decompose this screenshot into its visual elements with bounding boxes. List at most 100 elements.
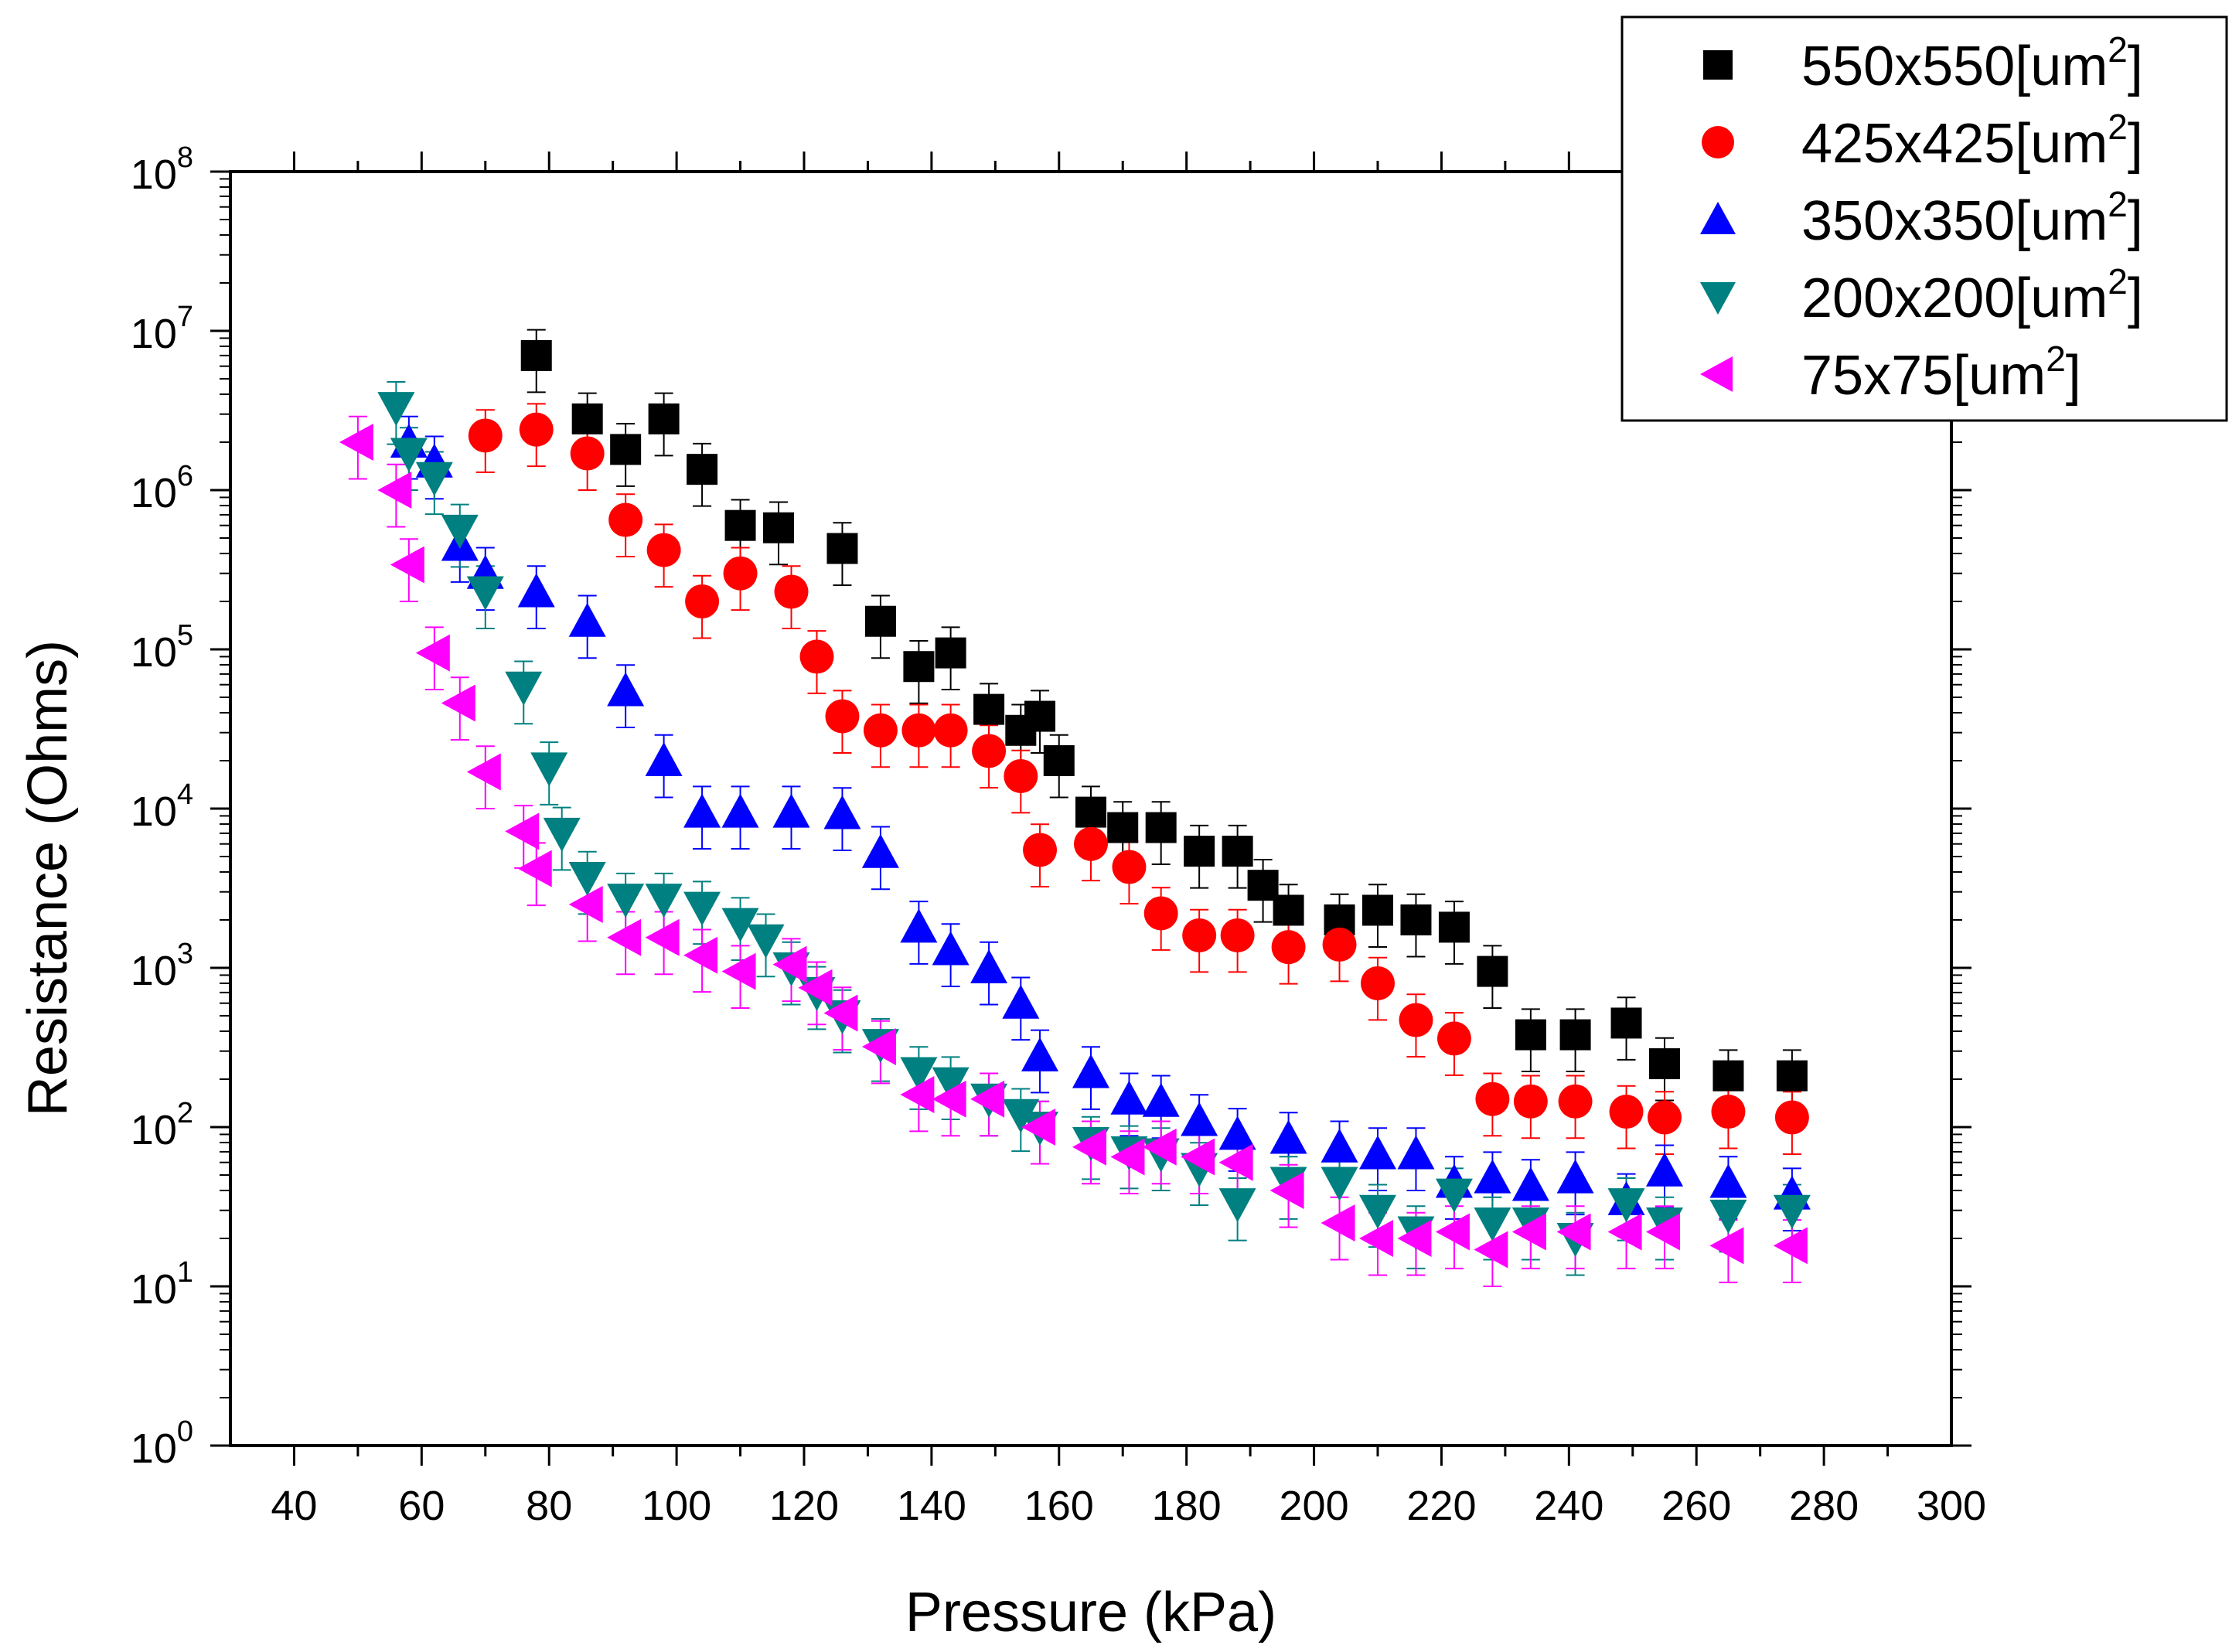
x-tick-label: 260 — [1661, 1483, 1731, 1529]
data-point — [570, 436, 605, 471]
data-point — [861, 833, 899, 868]
data-point — [1361, 966, 1395, 1000]
y-axis-title: Resistance (Ohms) — [17, 640, 79, 1116]
data-point — [933, 713, 968, 748]
data-point — [1002, 1098, 1040, 1133]
data-point — [1110, 1138, 1145, 1176]
data-point — [1072, 1054, 1109, 1088]
data-point — [466, 576, 504, 611]
legend-series-name: 75x75 — [1801, 345, 1953, 407]
data-point — [1269, 1171, 1304, 1209]
data-point — [1142, 1082, 1180, 1117]
data-point — [1436, 1021, 1471, 1056]
data-point — [900, 1057, 938, 1092]
data-point — [798, 969, 833, 1007]
data-point — [1043, 744, 1075, 776]
data-point — [1399, 1003, 1433, 1037]
axis-ticks — [210, 152, 1971, 1466]
legend-unit-exponent: 2 — [2108, 107, 2128, 147]
data-point — [1074, 826, 1108, 861]
data-point — [1075, 796, 1106, 828]
x-tick-label: 100 — [642, 1483, 711, 1529]
data-point — [1222, 836, 1253, 867]
data-point — [763, 512, 795, 543]
data-point — [1511, 1213, 1546, 1251]
x-tick-label: 180 — [1152, 1483, 1222, 1529]
data-point — [441, 514, 479, 549]
data-point — [1474, 1159, 1511, 1194]
data-point — [608, 502, 643, 537]
data-point — [970, 1080, 1005, 1118]
data-point — [932, 931, 970, 966]
data-point — [1556, 1213, 1591, 1251]
data-point — [1709, 1227, 1744, 1265]
y-tick-exponent: 2 — [177, 1097, 193, 1129]
data-point — [1072, 1128, 1106, 1166]
legend-marker — [1700, 282, 1736, 315]
data-point — [1359, 1194, 1396, 1229]
data-point — [1107, 812, 1139, 843]
data-point — [543, 817, 581, 852]
data-point — [648, 403, 680, 434]
y-tick-exponent: 7 — [177, 301, 193, 333]
data-point — [772, 945, 807, 983]
data-point — [1273, 894, 1304, 926]
data-point — [825, 699, 860, 734]
x-tick-label: 300 — [1917, 1483, 1986, 1529]
data-point — [747, 924, 785, 959]
data-point — [973, 693, 1005, 725]
data-point — [505, 671, 543, 706]
legend-unit: [um — [2015, 113, 2108, 175]
y-tick-exponent: 4 — [177, 778, 193, 811]
data-point — [1143, 896, 1178, 931]
data-point — [645, 741, 683, 776]
data-point — [935, 637, 966, 669]
data-point — [823, 994, 858, 1032]
y-tick-exponent: 1 — [177, 1256, 193, 1289]
data-point — [1511, 1167, 1549, 1201]
data-point — [377, 472, 412, 509]
data-point — [1709, 1199, 1747, 1234]
data-point — [568, 602, 606, 637]
data-point — [1397, 1135, 1435, 1170]
legend-marker — [1702, 126, 1734, 158]
data-point — [900, 1075, 935, 1113]
legend-marker — [1700, 202, 1736, 234]
data-point — [466, 753, 501, 791]
x-tick-label: 120 — [769, 1483, 839, 1529]
legend-marker — [1703, 50, 1733, 80]
data-point — [863, 713, 898, 748]
data-point — [1474, 1207, 1511, 1242]
y-tick-exponent: 6 — [177, 460, 193, 492]
data-point — [1435, 1213, 1470, 1251]
legend-unit-close: ] — [2128, 113, 2143, 175]
data-point — [1321, 1167, 1358, 1201]
data-point — [377, 392, 415, 427]
data-point — [774, 574, 809, 609]
legend-unit-close: ] — [2128, 267, 2143, 329]
data-point — [1709, 1163, 1747, 1198]
data-markers — [339, 339, 1811, 1269]
data-point — [1515, 1019, 1546, 1051]
x-tick-label: 80 — [526, 1483, 572, 1529]
data-point — [1271, 930, 1306, 965]
x-tick-label: 220 — [1406, 1483, 1476, 1529]
x-tick-label: 240 — [1534, 1483, 1603, 1529]
legend-unit-close: ] — [2128, 36, 2143, 97]
data-point — [1362, 894, 1393, 926]
data-point — [339, 423, 373, 461]
data-point — [1559, 1019, 1591, 1051]
legend-unit: [um — [2015, 36, 2108, 97]
data-point — [1609, 1095, 1644, 1129]
legend-series-name: 550x550 — [1801, 36, 2015, 97]
legend-unit-exponent: 2 — [2046, 339, 2066, 379]
data-point — [1322, 927, 1357, 962]
data-point — [1218, 1143, 1253, 1181]
legend-unit-close: ] — [2128, 190, 2143, 252]
data-point — [645, 918, 680, 956]
data-point — [1002, 984, 1040, 1019]
legend-unit: [um — [2015, 267, 2108, 329]
data-point — [1556, 1159, 1594, 1194]
data-point — [1218, 1188, 1256, 1223]
